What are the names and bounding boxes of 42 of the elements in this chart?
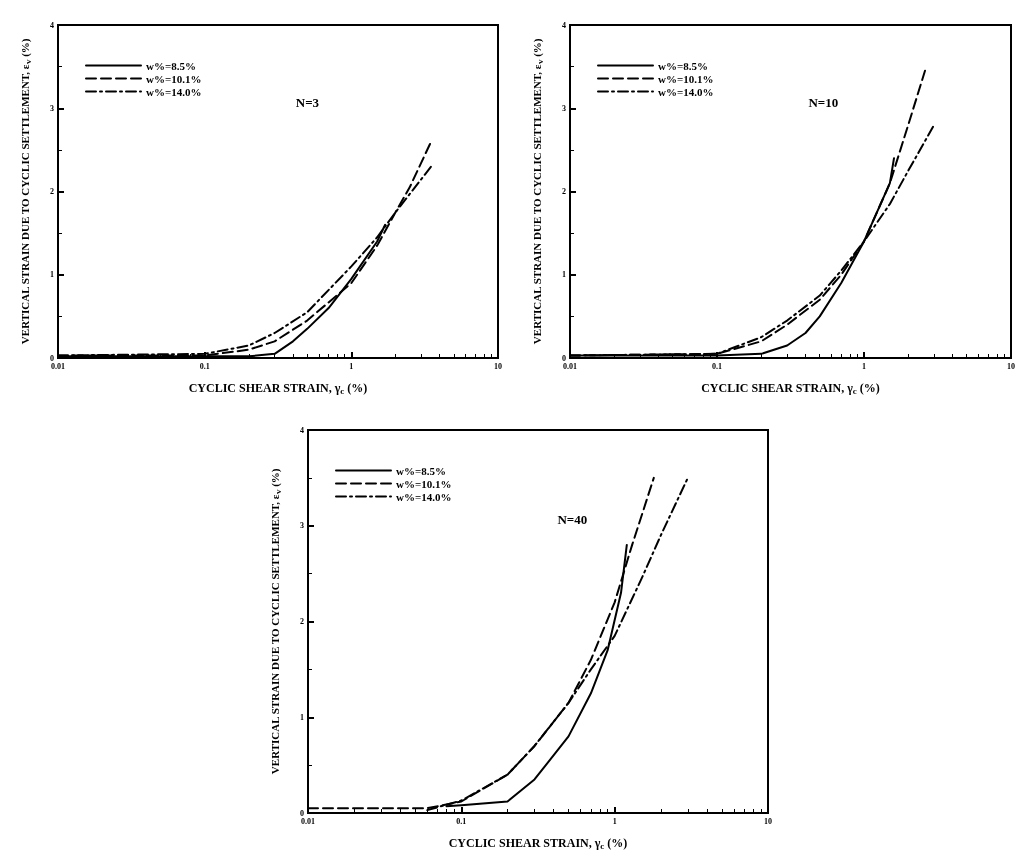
- annotation: N=10: [808, 95, 839, 110]
- x-tick-label: 0.01: [563, 361, 577, 371]
- x-tick-label: 0.1: [712, 361, 722, 371]
- legend-label: w%=8.5%: [658, 59, 708, 72]
- y-tick-label: 1: [300, 712, 304, 722]
- y-tick-label: 3: [50, 103, 54, 113]
- legend-label: w%=14.0%: [146, 85, 202, 98]
- legend-label: w%=10.1%: [396, 477, 452, 490]
- y-tick-label: 4: [300, 425, 304, 435]
- legend-label: w%=14.0%: [658, 85, 714, 98]
- y-tick-label: 3: [562, 103, 566, 113]
- annotation: N=3: [295, 95, 320, 110]
- y-tick-label: 0: [562, 353, 566, 363]
- x-tick-label: 0.01: [51, 361, 65, 371]
- y-tick-label: 0: [300, 808, 304, 818]
- y-tick-label: 4: [50, 20, 54, 30]
- annotation: N=40: [557, 512, 588, 527]
- y-tick-label: 2: [50, 187, 54, 196]
- y-tick-label: 2: [300, 617, 304, 626]
- x-tick-label: 1: [612, 816, 617, 826]
- y-tick-label: 0: [50, 353, 54, 363]
- x-tick-label: 0.1: [456, 816, 467, 826]
- legend-label: w%=10.1%: [658, 72, 714, 85]
- y-axis-title: VERTICAL STRAIN DUE TO CYCLIC SETTLEMENT, εv (%): [268, 468, 283, 775]
- y-axis-title: VERTICAL STRAIN DUE TO CYCLIC SETTLEMENT, εv (%): [18, 38, 33, 345]
- legend-label: w%=10.1%: [146, 72, 202, 85]
- legend-label: w%=8.5%: [146, 59, 196, 72]
- x-tick-label: 10: [1007, 361, 1015, 371]
- y-axis-title: VERTICAL STRAIN DUE TO CYCLIC SETTLEMENT, εv (%): [530, 38, 545, 345]
- x-tick-label: 1: [349, 361, 354, 371]
- x-tick-label: 10: [764, 816, 772, 826]
- x-tick-label: 0.01: [301, 816, 315, 826]
- y-tick-label: 1: [562, 270, 566, 280]
- x-tick-label: 0.1: [199, 361, 210, 371]
- legend-label: w%=14.0%: [396, 490, 452, 503]
- y-tick-label: 3: [300, 521, 304, 531]
- x-tick-label: 10: [494, 361, 502, 371]
- x-tick-label: 1: [862, 361, 866, 371]
- legend-label: w%=8.5%: [396, 464, 446, 477]
- y-tick-label: 2: [562, 187, 566, 196]
- y-tick-label: 1: [50, 270, 54, 280]
- y-tick-label: 4: [562, 20, 566, 30]
